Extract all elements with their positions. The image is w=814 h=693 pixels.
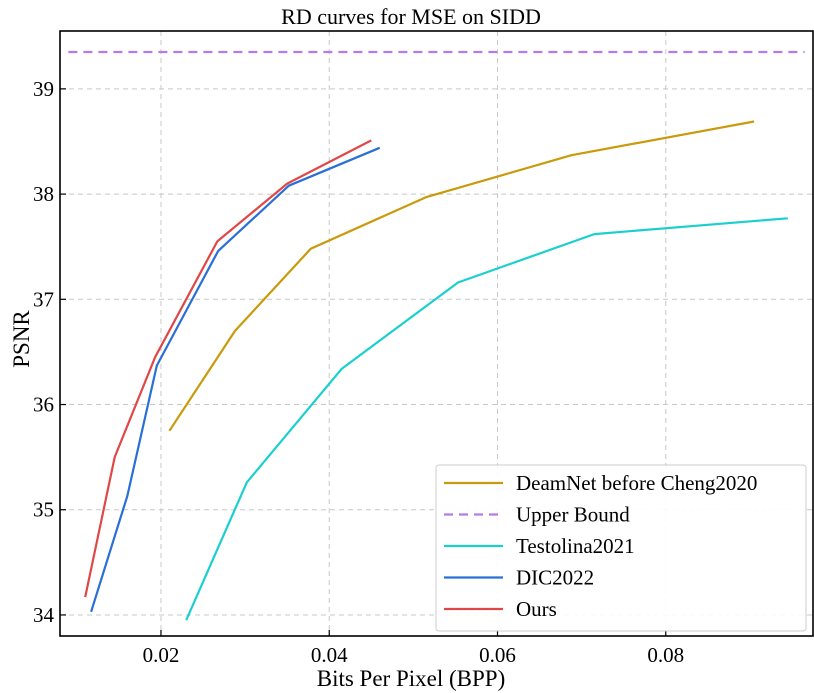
y-axis-title: PSNR	[9, 310, 34, 368]
legend-label: DIC2022	[516, 566, 594, 590]
y-tick-label: 39	[33, 77, 54, 101]
x-tick-label: 0.06	[479, 643, 516, 667]
legend-label: Testolina2021	[516, 534, 635, 558]
x-axis-title: Bits Per Pixel (BPP)	[317, 666, 506, 691]
y-tick-label: 37	[33, 287, 54, 311]
y-tick-label: 38	[33, 182, 54, 206]
chart-title: RD curves for MSE on SIDD	[281, 4, 541, 29]
series-line-0	[168, 120, 755, 432]
legend-box	[435, 464, 807, 632]
legend: DeamNet before Cheng2020 Upper Bound Testo…	[435, 464, 807, 632]
series-lines	[68, 50, 805, 621]
y-tick-label: 34	[33, 603, 55, 627]
legend-label: Ours	[516, 597, 557, 621]
series-line-4	[84, 139, 372, 598]
x-tick-label: 0.02	[143, 643, 180, 667]
series-line-2	[185, 217, 788, 621]
x-tick-label: 0.08	[647, 643, 684, 667]
x-tick-label: 0.04	[311, 643, 348, 667]
y-tick-label: 36	[33, 393, 54, 417]
legend-label: Upper Bound	[516, 503, 630, 527]
legend-label: DeamNet before Cheng2020	[516, 471, 757, 495]
axis-ticks: 0.02 0.04 0.06 0.08 34 35 36 37 38 39	[33, 77, 684, 667]
plot-frame	[59, 30, 814, 637]
y-tick-label: 35	[33, 498, 54, 522]
series-line-3	[90, 146, 381, 613]
